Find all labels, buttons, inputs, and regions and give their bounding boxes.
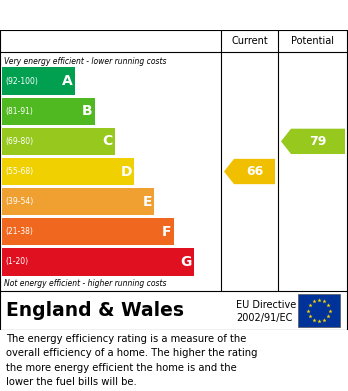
Text: (55-68): (55-68)	[5, 167, 33, 176]
Text: B: B	[81, 104, 92, 118]
Text: E: E	[142, 195, 152, 209]
Text: D: D	[120, 165, 132, 179]
Text: C: C	[102, 135, 112, 148]
Polygon shape	[281, 129, 345, 154]
Text: EU Directive: EU Directive	[236, 300, 296, 310]
Text: (69-80): (69-80)	[5, 137, 33, 146]
Text: The energy efficiency rating is a measure of the
overall efficiency of a home. T: The energy efficiency rating is a measur…	[6, 334, 258, 387]
Bar	[1, 68, 75, 95]
Text: (39-54): (39-54)	[5, 197, 33, 206]
Bar	[1, 158, 134, 185]
Bar	[1, 188, 154, 215]
Text: (92-100): (92-100)	[5, 77, 38, 86]
Text: F: F	[162, 225, 172, 239]
Text: A: A	[62, 74, 72, 88]
Text: (81-91): (81-91)	[5, 107, 33, 116]
Bar	[1, 248, 194, 276]
Bar	[1, 98, 95, 125]
Text: Current: Current	[231, 36, 268, 46]
Text: 2002/91/EC: 2002/91/EC	[236, 312, 292, 323]
Bar	[1, 128, 114, 155]
Text: 66: 66	[246, 165, 263, 178]
Polygon shape	[224, 159, 275, 184]
Bar	[298, 294, 340, 327]
Bar	[1, 218, 174, 246]
Text: Energy Efficiency Rating: Energy Efficiency Rating	[8, 7, 229, 23]
Text: England & Wales: England & Wales	[6, 301, 184, 320]
Text: 79: 79	[309, 135, 327, 148]
Text: Potential: Potential	[292, 36, 334, 46]
Text: Very energy efficient - lower running costs: Very energy efficient - lower running co…	[4, 57, 166, 66]
Text: (21-38): (21-38)	[5, 227, 33, 236]
Text: (1-20): (1-20)	[5, 257, 28, 266]
Text: G: G	[180, 255, 192, 269]
Text: Not energy efficient - higher running costs: Not energy efficient - higher running co…	[4, 280, 166, 289]
